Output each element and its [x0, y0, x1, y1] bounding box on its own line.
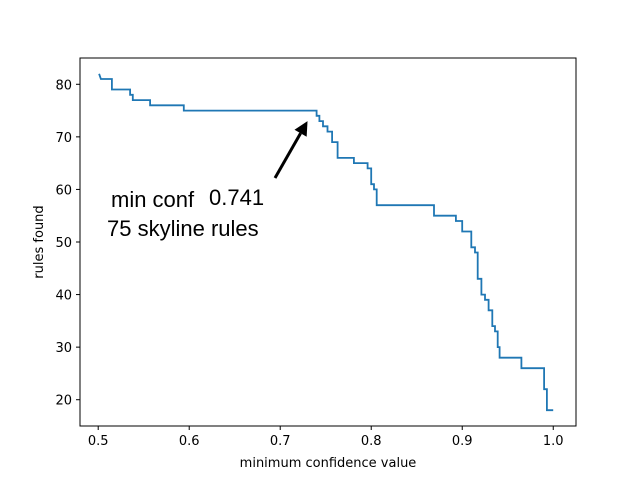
x-tick-label: 0.8: [361, 434, 382, 449]
y-tick-label: 80: [55, 78, 72, 93]
y-tick-label: 20: [55, 394, 72, 409]
x-tick-label: 0.5: [88, 434, 109, 449]
series-line: [98, 73, 554, 412]
y-tick-label: 30: [55, 341, 72, 356]
y-tick-label: 70: [55, 131, 72, 146]
annotation: min conf 0.741 75 skyline rules: [107, 121, 308, 241]
annotation-arrowhead: [294, 121, 308, 137]
y-tick-label: 40: [55, 289, 72, 304]
x-tick-label: 0.7: [270, 434, 291, 449]
y-axis-label: rules found: [32, 205, 47, 278]
plot-layer: [98, 73, 554, 412]
y-tick-label: 60: [55, 183, 72, 198]
x-axis-label: minimum confidence value: [240, 456, 417, 471]
x-tick-label: 0.6: [179, 434, 200, 449]
x-tick-label: 0.9: [452, 434, 473, 449]
annotation-text-min-conf: min conf: [111, 187, 195, 212]
ticks-layer: 0.5 0.6 0.7 0.8 0.9 1.0 20 30 40 50 60 70 80: [55, 78, 563, 449]
y-tick-label: 50: [55, 236, 72, 251]
annotation-text-value: 0.741: [209, 185, 264, 210]
x-tick-label: 1.0: [543, 434, 564, 449]
annotation-text-skyline-rules: 75 skyline rules: [107, 216, 259, 241]
annotation-arrow: [273, 132, 302, 179]
